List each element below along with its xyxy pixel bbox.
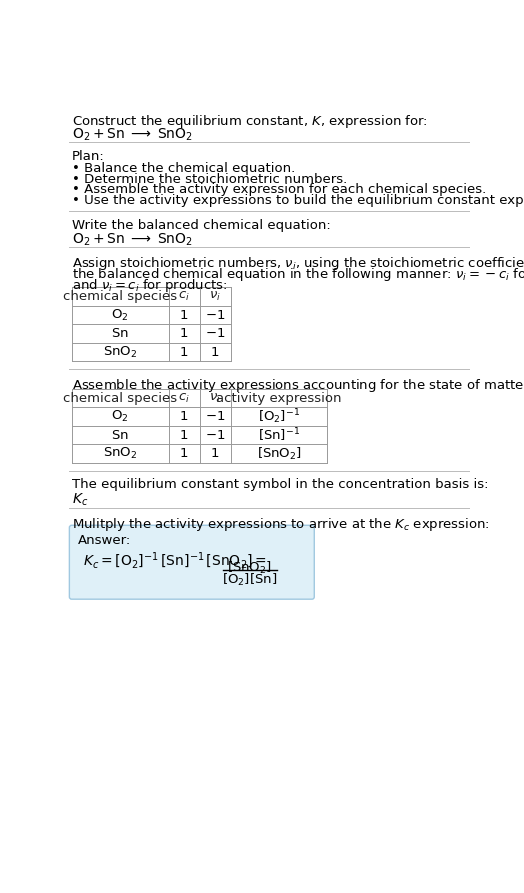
Text: Assemble the activity expressions accounting for the state of matter and $\nu_i$: Assemble the activity expressions accoun… bbox=[72, 377, 524, 394]
Text: the balanced chemical equation in the following manner: $\nu_i = -c_i$ for react: the balanced chemical equation in the fo… bbox=[72, 266, 524, 283]
Text: • Assemble the activity expression for each chemical species.: • Assemble the activity expression for e… bbox=[72, 183, 486, 196]
Text: and $\nu_i = c_i$ for products:: and $\nu_i = c_i$ for products: bbox=[72, 277, 227, 294]
Text: • Balance the chemical equation.: • Balance the chemical equation. bbox=[72, 162, 295, 175]
Text: • Determine the stoichiometric numbers.: • Determine the stoichiometric numbers. bbox=[72, 172, 347, 186]
FancyBboxPatch shape bbox=[69, 525, 314, 599]
Text: 1: 1 bbox=[180, 309, 188, 321]
Text: $K_c = [\mathrm{O_2}]^{-1}\,[\mathrm{Sn}]^{-1}\,[\mathrm{SnO_2}] = $: $K_c = [\mathrm{O_2}]^{-1}\,[\mathrm{Sn}… bbox=[83, 551, 267, 572]
Text: • Use the activity expressions to build the equilibrium constant expression.: • Use the activity expressions to build … bbox=[72, 194, 524, 207]
Text: $\nu_i$: $\nu_i$ bbox=[209, 290, 221, 303]
Text: Mulitply the activity expressions to arrive at the $K_c$ expression:: Mulitply the activity expressions to arr… bbox=[72, 516, 489, 533]
Text: $\mathrm{SnO_2}$: $\mathrm{SnO_2}$ bbox=[103, 446, 137, 461]
Text: 1: 1 bbox=[180, 410, 188, 423]
Text: $[\mathrm{O_2}][\mathrm{Sn}]$: $[\mathrm{O_2}][\mathrm{Sn}]$ bbox=[222, 572, 278, 588]
Text: chemical species: chemical species bbox=[63, 392, 177, 405]
Text: $1$: $1$ bbox=[211, 447, 220, 460]
Text: $\mathrm{O_2 + Sn \;\longrightarrow\; SnO_2}$: $\mathrm{O_2 + Sn \;\longrightarrow\; Sn… bbox=[72, 127, 193, 143]
Text: 1: 1 bbox=[180, 327, 188, 340]
Text: Assign stoichiometric numbers, $\nu_i$, using the stoichiometric coefficients, $: Assign stoichiometric numbers, $\nu_i$, … bbox=[72, 255, 524, 272]
Text: $c_i$: $c_i$ bbox=[178, 392, 190, 405]
Text: $\mathrm{O_2}$: $\mathrm{O_2}$ bbox=[112, 307, 129, 322]
Bar bbox=[72, 288, 231, 362]
Text: Answer:: Answer: bbox=[78, 534, 131, 547]
Bar bbox=[72, 389, 328, 463]
Text: $\mathrm{Sn}$: $\mathrm{Sn}$ bbox=[111, 327, 129, 340]
Text: Plan:: Plan: bbox=[72, 149, 104, 163]
Text: $\mathrm{Sn}$: $\mathrm{Sn}$ bbox=[111, 429, 129, 442]
Text: chemical species: chemical species bbox=[63, 290, 177, 303]
Text: $-1$: $-1$ bbox=[205, 327, 225, 340]
Text: Write the balanced chemical equation:: Write the balanced chemical equation: bbox=[72, 219, 331, 232]
Text: $K_c$: $K_c$ bbox=[72, 491, 88, 508]
Text: $1$: $1$ bbox=[211, 346, 220, 358]
Text: $-1$: $-1$ bbox=[205, 410, 225, 423]
Text: Construct the equilibrium constant, $K$, expression for:: Construct the equilibrium constant, $K$,… bbox=[72, 113, 428, 130]
Text: $[\mathrm{SnO_2}]$: $[\mathrm{SnO_2}]$ bbox=[227, 560, 272, 576]
Text: $[\mathrm{SnO_2}]$: $[\mathrm{SnO_2}]$ bbox=[257, 446, 301, 462]
Text: $c_i$: $c_i$ bbox=[178, 290, 190, 303]
Text: $\mathrm{O_2}$: $\mathrm{O_2}$ bbox=[112, 409, 129, 424]
Text: 1: 1 bbox=[180, 346, 188, 358]
Text: 1: 1 bbox=[180, 429, 188, 442]
Text: $[\mathrm{O_2}]^{-1}$: $[\mathrm{O_2}]^{-1}$ bbox=[258, 407, 300, 426]
Text: $-1$: $-1$ bbox=[205, 429, 225, 442]
Text: $\nu_i$: $\nu_i$ bbox=[209, 392, 221, 405]
Text: $[\mathrm{Sn}]^{-1}$: $[\mathrm{Sn}]^{-1}$ bbox=[258, 427, 300, 444]
Text: activity expression: activity expression bbox=[216, 392, 342, 405]
Text: $-1$: $-1$ bbox=[205, 309, 225, 321]
Text: $\mathrm{O_2 + Sn \;\longrightarrow\; SnO_2}$: $\mathrm{O_2 + Sn \;\longrightarrow\; Sn… bbox=[72, 232, 193, 248]
Text: $\mathrm{SnO_2}$: $\mathrm{SnO_2}$ bbox=[103, 345, 137, 360]
Text: The equilibrium constant symbol in the concentration basis is:: The equilibrium constant symbol in the c… bbox=[72, 479, 488, 491]
Text: 1: 1 bbox=[180, 447, 188, 460]
